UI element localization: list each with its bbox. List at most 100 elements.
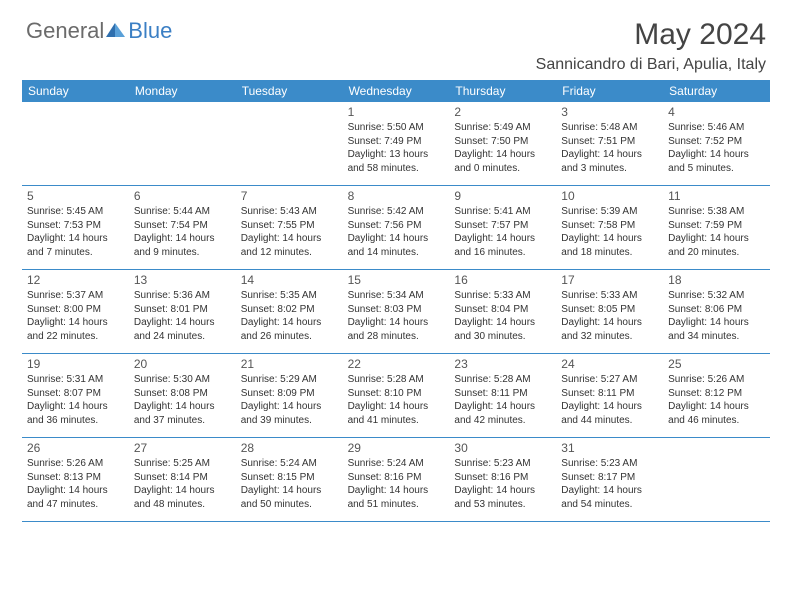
daylight-text: Daylight: 14 hours and 3 minutes.	[561, 148, 658, 175]
day-info: Sunrise: 5:29 AMSunset: 8:09 PMDaylight:…	[241, 373, 338, 427]
weekday-header: Wednesday	[343, 80, 450, 102]
weekday-header: Thursday	[449, 80, 556, 102]
day-number: 23	[454, 357, 551, 371]
daylight-text: Daylight: 14 hours and 9 minutes.	[134, 232, 231, 259]
sunrise-text: Sunrise: 5:50 AM	[348, 121, 445, 135]
day-number: 15	[348, 273, 445, 287]
day-info: Sunrise: 5:49 AMSunset: 7:50 PMDaylight:…	[454, 121, 551, 175]
day-info: Sunrise: 5:32 AMSunset: 8:06 PMDaylight:…	[668, 289, 765, 343]
daylight-text: Daylight: 14 hours and 53 minutes.	[454, 484, 551, 511]
day-cell: 25Sunrise: 5:26 AMSunset: 8:12 PMDayligh…	[663, 354, 770, 437]
day-info: Sunrise: 5:27 AMSunset: 8:11 PMDaylight:…	[561, 373, 658, 427]
day-info: Sunrise: 5:35 AMSunset: 8:02 PMDaylight:…	[241, 289, 338, 343]
sunrise-text: Sunrise: 5:35 AM	[241, 289, 338, 303]
location-text: Sannicandro di Bari, Apulia, Italy	[536, 56, 766, 74]
sunset-text: Sunset: 7:56 PM	[348, 219, 445, 233]
daylight-text: Daylight: 14 hours and 50 minutes.	[241, 484, 338, 511]
day-info: Sunrise: 5:33 AMSunset: 8:04 PMDaylight:…	[454, 289, 551, 343]
week-row: 19Sunrise: 5:31 AMSunset: 8:07 PMDayligh…	[22, 354, 770, 438]
day-number: 26	[27, 441, 124, 455]
sunset-text: Sunset: 7:51 PM	[561, 135, 658, 149]
day-cell: 22Sunrise: 5:28 AMSunset: 8:10 PMDayligh…	[343, 354, 450, 437]
day-number: 14	[241, 273, 338, 287]
day-info: Sunrise: 5:44 AMSunset: 7:54 PMDaylight:…	[134, 205, 231, 259]
day-cell: 21Sunrise: 5:29 AMSunset: 8:09 PMDayligh…	[236, 354, 343, 437]
sunset-text: Sunset: 8:08 PM	[134, 387, 231, 401]
day-info: Sunrise: 5:25 AMSunset: 8:14 PMDaylight:…	[134, 457, 231, 511]
day-number: 8	[348, 189, 445, 203]
sunrise-text: Sunrise: 5:29 AM	[241, 373, 338, 387]
day-cell	[236, 102, 343, 185]
sunset-text: Sunset: 8:11 PM	[454, 387, 551, 401]
day-cell: 9Sunrise: 5:41 AMSunset: 7:57 PMDaylight…	[449, 186, 556, 269]
day-number: 11	[668, 189, 765, 203]
day-cell: 1Sunrise: 5:50 AMSunset: 7:49 PMDaylight…	[343, 102, 450, 185]
day-info: Sunrise: 5:33 AMSunset: 8:05 PMDaylight:…	[561, 289, 658, 343]
daylight-text: Daylight: 14 hours and 46 minutes.	[668, 400, 765, 427]
sunset-text: Sunset: 8:02 PM	[241, 303, 338, 317]
weekday-header: Sunday	[22, 80, 129, 102]
sunset-text: Sunset: 8:05 PM	[561, 303, 658, 317]
sunset-text: Sunset: 8:01 PM	[134, 303, 231, 317]
sunset-text: Sunset: 8:14 PM	[134, 471, 231, 485]
sunset-text: Sunset: 8:15 PM	[241, 471, 338, 485]
title-block: May 2024 Sannicandro di Bari, Apulia, It…	[536, 18, 766, 74]
day-number: 17	[561, 273, 658, 287]
day-info: Sunrise: 5:39 AMSunset: 7:58 PMDaylight:…	[561, 205, 658, 259]
day-info: Sunrise: 5:24 AMSunset: 8:15 PMDaylight:…	[241, 457, 338, 511]
day-info: Sunrise: 5:23 AMSunset: 8:17 PMDaylight:…	[561, 457, 658, 511]
sunrise-text: Sunrise: 5:28 AM	[454, 373, 551, 387]
day-cell: 23 Sunrise: 5:28 AMSunset: 8:11 PMDayligh…	[449, 354, 556, 437]
daylight-text: Daylight: 14 hours and 16 minutes.	[454, 232, 551, 259]
sunrise-text: Sunrise: 5:26 AM	[668, 373, 765, 387]
day-number: 29	[348, 441, 445, 455]
sunrise-text: Sunrise: 5:43 AM	[241, 205, 338, 219]
sunrise-text: Sunrise: 5:39 AM	[561, 205, 658, 219]
day-info: Sunrise: 5:43 AMSunset: 7:55 PMDaylight:…	[241, 205, 338, 259]
day-number: 18	[668, 273, 765, 287]
sunrise-text: Sunrise: 5:30 AM	[134, 373, 231, 387]
sunset-text: Sunset: 8:16 PM	[454, 471, 551, 485]
daylight-text: Daylight: 14 hours and 30 minutes.	[454, 316, 551, 343]
sunset-text: Sunset: 8:06 PM	[668, 303, 765, 317]
day-cell: 12Sunrise: 5:37 AMSunset: 8:00 PMDayligh…	[22, 270, 129, 353]
daylight-text: Daylight: 14 hours and 7 minutes.	[27, 232, 124, 259]
daylight-text: Daylight: 14 hours and 39 minutes.	[241, 400, 338, 427]
day-info: Sunrise: 5:46 AMSunset: 7:52 PMDaylight:…	[668, 121, 765, 175]
day-cell: 11 Sunrise: 5:38 AMSunset: 7:59 PMDayligh…	[663, 186, 770, 269]
logo-triangle-icon	[106, 20, 126, 43]
weekday-header-row: Sunday Monday Tuesday Wednesday Thursday…	[22, 80, 770, 102]
sunset-text: Sunset: 7:59 PM	[668, 219, 765, 233]
day-info: Sunrise: 5:42 AMSunset: 7:56 PMDaylight:…	[348, 205, 445, 259]
sunset-text: Sunset: 7:58 PM	[561, 219, 658, 233]
month-title: May 2024	[536, 18, 766, 52]
day-cell: 24Sunrise: 5:27 AMSunset: 8:11 PMDayligh…	[556, 354, 663, 437]
sunset-text: Sunset: 8:16 PM	[348, 471, 445, 485]
weekday-header: Tuesday	[236, 80, 343, 102]
day-number: 4	[668, 105, 765, 119]
week-row: 5Sunrise: 5:45 AMSunset: 7:53 PMDaylight…	[22, 186, 770, 270]
sunrise-text: Sunrise: 5:26 AM	[27, 457, 124, 471]
day-cell	[129, 102, 236, 185]
daylight-text: Daylight: 14 hours and 44 minutes.	[561, 400, 658, 427]
day-cell: 10Sunrise: 5:39 AMSunset: 7:58 PMDayligh…	[556, 186, 663, 269]
day-cell: 3Sunrise: 5:48 AMSunset: 7:51 PMDaylight…	[556, 102, 663, 185]
daylight-text: Daylight: 14 hours and 28 minutes.	[348, 316, 445, 343]
day-number: 28	[241, 441, 338, 455]
day-cell: 15Sunrise: 5:34 AMSunset: 8:03 PMDayligh…	[343, 270, 450, 353]
sunset-text: Sunset: 8:07 PM	[27, 387, 124, 401]
day-cell: 8 Sunrise: 5:42 AMSunset: 7:56 PMDaylight…	[343, 186, 450, 269]
day-number: 30	[454, 441, 551, 455]
sunset-text: Sunset: 7:54 PM	[134, 219, 231, 233]
sunrise-text: Sunrise: 5:34 AM	[348, 289, 445, 303]
day-cell: 26Sunrise: 5:26 AMSunset: 8:13 PMDayligh…	[22, 438, 129, 521]
day-cell: 4 Sunrise: 5:46 AMSunset: 7:52 PMDaylight…	[663, 102, 770, 185]
logo-text-general: General	[26, 18, 104, 44]
day-info: Sunrise: 5:48 AMSunset: 7:51 PMDaylight:…	[561, 121, 658, 175]
day-cell: 7Sunrise: 5:43 AMSunset: 7:55 PMDaylight…	[236, 186, 343, 269]
day-info: Sunrise: 5:38 AMSunset: 7:59 PMDaylight:…	[668, 205, 765, 259]
sunset-text: Sunset: 8:12 PM	[668, 387, 765, 401]
day-number: 9	[454, 189, 551, 203]
daylight-text: Daylight: 14 hours and 42 minutes.	[454, 400, 551, 427]
sunrise-text: Sunrise: 5:32 AM	[668, 289, 765, 303]
